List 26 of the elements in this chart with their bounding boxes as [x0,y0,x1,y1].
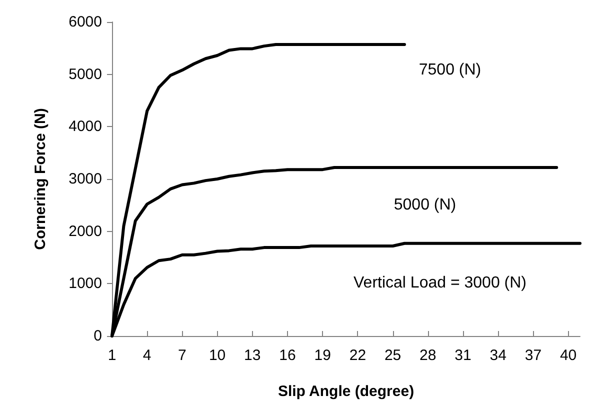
y-tick-label: 5000 [68,66,102,83]
y-axis-title: Cornering Force (N) [32,108,49,250]
x-tick-label: 16 [279,347,296,364]
x-tick-label: 37 [524,347,542,364]
x-tick-label: 13 [244,347,261,364]
x-tick-label: 1 [108,347,116,364]
x-tick-label: 34 [490,347,506,364]
x-tick-label: 10 [208,347,226,364]
x-tick-label: 25 [384,347,402,364]
y-tick-label: 2000 [68,222,102,240]
x-tick-label: 31 [454,347,472,364]
x-tick-label: 4 [142,347,152,364]
annotation: Vertical Load = 3000 (N) [354,274,526,292]
y-tick-label: 1000 [68,275,102,292]
x-tick-label: 40 [560,347,577,364]
annotation: 5000 (N) [394,196,456,214]
annotation: 7500 (N) [418,62,482,78]
x-tick-label: 28 [420,347,436,364]
x-axis-title: Slip Angle (degree) [278,383,414,400]
y-tick-label: 3000 [68,170,102,188]
y-tick-label: 6000 [68,14,102,30]
x-tick-label: 7 [178,347,186,364]
x-tick-label: 22 [349,347,366,364]
x-tick-label: 19 [314,347,331,364]
y-tick-label: 4000 [68,118,102,136]
y-tick-label: 0 [94,328,102,344]
